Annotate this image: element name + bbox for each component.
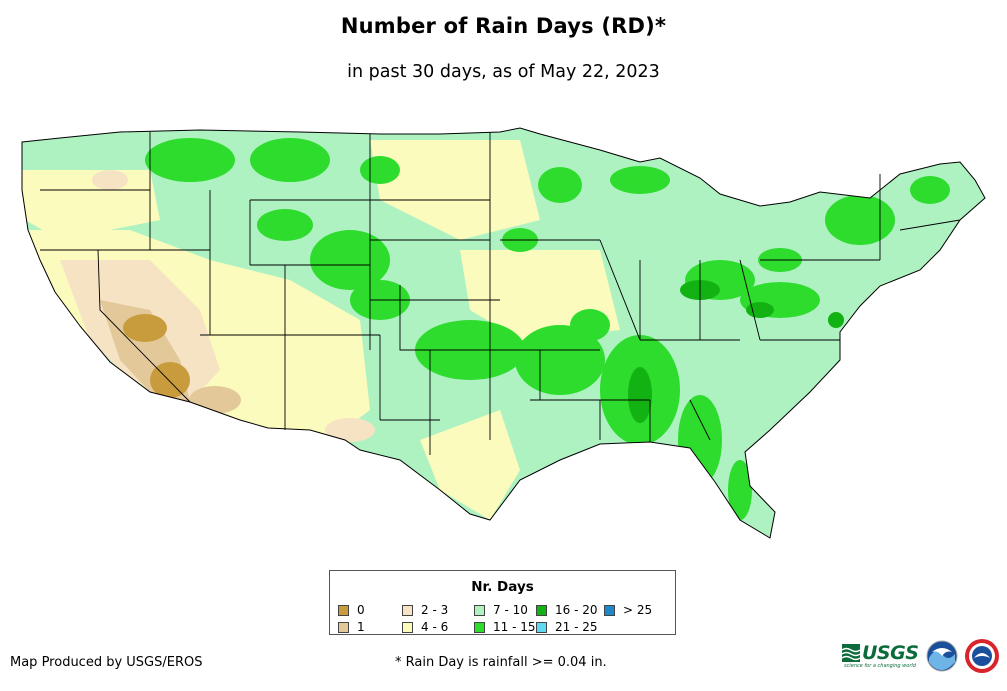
usgs-wave-icon [842, 644, 860, 662]
legend-swatch [474, 604, 485, 616]
state-boundary [739, 259, 761, 341]
legend-item: 0 [338, 603, 365, 617]
rain-region [370, 140, 540, 240]
legend-swatch [338, 604, 349, 616]
usgs-tagline: science for a changing world [844, 663, 916, 669]
legend-item: 21 - 25 [536, 620, 598, 634]
rain-region [728, 460, 752, 520]
rain-region [420, 410, 520, 520]
map-title: Number of Rain Days (RD)* [340, 14, 667, 38]
rain-region [538, 167, 582, 203]
legend-item: > 25 [604, 603, 652, 617]
rain-region [610, 166, 670, 194]
agency-logos: USGS science for a changing world [842, 638, 1002, 678]
rain-region [189, 386, 241, 414]
nws-logo-icon [965, 639, 999, 673]
usgs-wordmark: USGS [862, 642, 919, 664]
rain-days-map [21, 127, 986, 539]
rain-region [628, 367, 652, 423]
state-boundary [899, 219, 961, 231]
credit-text: Map Produced by USGS/EROS [10, 655, 203, 670]
rain-region [678, 395, 722, 485]
rain-region [145, 138, 235, 182]
rain-region [22, 170, 160, 240]
legend-title: Nr. Days [471, 579, 534, 595]
legend-item: 4 - 6 [402, 620, 448, 634]
rain-region [828, 312, 844, 328]
legend-swatch [536, 604, 547, 616]
rain-region [325, 418, 375, 442]
rain-region [746, 302, 774, 318]
usgs-logo: USGS [842, 642, 919, 664]
legend-label: 1 [357, 620, 365, 634]
state-boundary [399, 285, 520, 351]
legend-swatch [338, 621, 349, 633]
legend-label: 0 [357, 603, 365, 617]
legend-label: 4 - 6 [421, 620, 449, 634]
rain-region [825, 195, 895, 245]
rain-region [123, 314, 167, 342]
legend-swatch [402, 604, 413, 616]
rain-region [92, 170, 128, 190]
rain-region [360, 156, 400, 184]
legend-item: 11 - 15 [474, 620, 536, 634]
noaa-logo-icon [926, 640, 958, 672]
legend-swatch [402, 621, 413, 633]
rain-region [910, 176, 950, 204]
footnote-text: * Rain Day is rainfall >= 0.04 in. [395, 655, 607, 670]
state-boundary [97, 249, 191, 403]
legend-label: > 25 [623, 603, 653, 617]
legend-swatch [474, 621, 485, 633]
rain-region [257, 209, 313, 241]
legend-item: 2 - 3 [402, 603, 448, 617]
state-boundary [599, 239, 641, 341]
rain-region [570, 309, 610, 341]
state-boundary [689, 399, 711, 441]
legend-item: 7 - 10 [474, 603, 528, 617]
legend-swatch [604, 604, 615, 616]
legend-label: 11 - 15 [493, 620, 536, 634]
legend-label: 16 - 20 [555, 603, 598, 617]
legend-label: 21 - 25 [555, 620, 598, 634]
rain-region [250, 138, 330, 182]
legend-label: 2 - 3 [421, 603, 449, 617]
map-subtitle: in past 30 days, as of May 22, 2023 [347, 62, 660, 82]
rain-region [515, 325, 605, 395]
legend: Nr. Days 0 1 2 - 3 4 - 6 7 - 10 11 - 15 16 - 2… [329, 570, 676, 635]
legend-swatch [536, 621, 547, 633]
legend-items: 0 1 2 - 3 4 - 6 7 - 10 11 - 15 16 - 20 21 - 25 >… [330, 571, 675, 634]
legend-label: 7 - 10 [493, 603, 528, 617]
legend-item: 16 - 20 [536, 603, 598, 617]
legend-item: 1 [338, 620, 365, 634]
